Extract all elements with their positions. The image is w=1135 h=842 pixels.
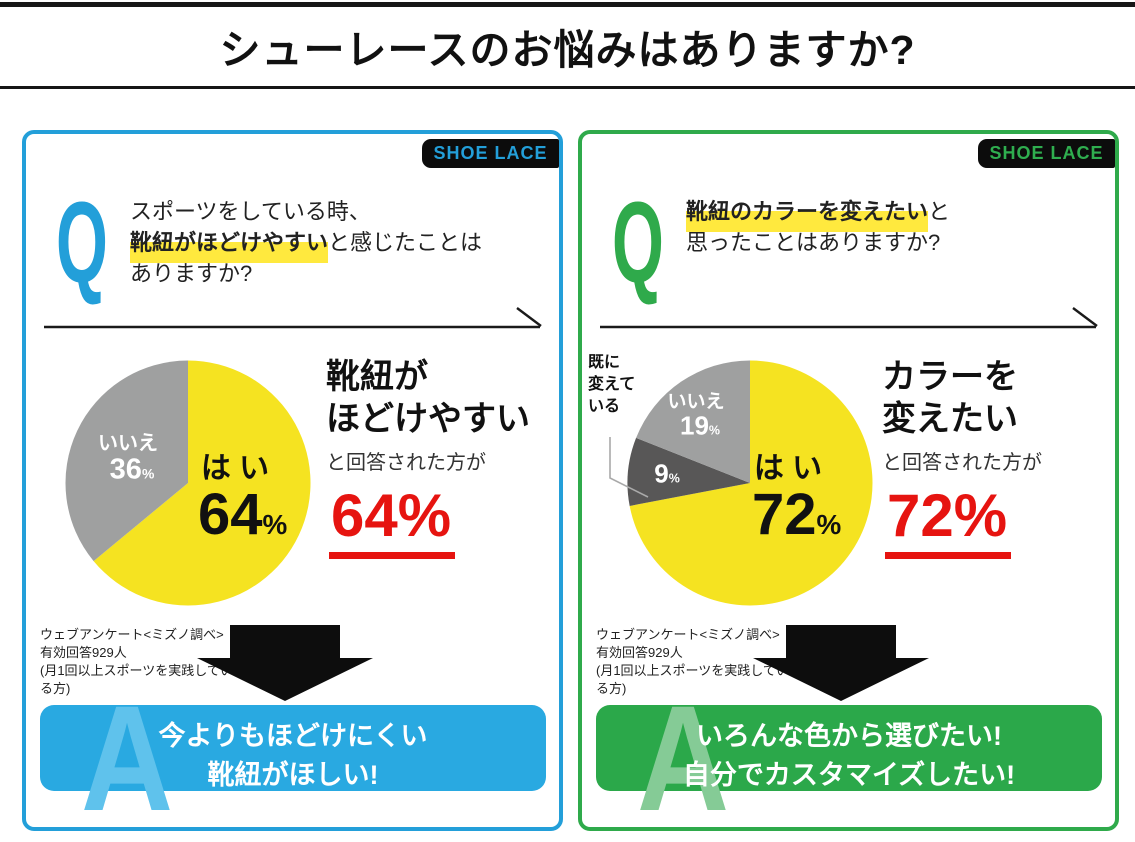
down-arrow-icon [753, 625, 929, 701]
answer-mark-letter: A [81, 674, 174, 842]
pie-label-no-value: 36% [109, 453, 155, 486]
pie-chart-untie [65, 360, 311, 606]
result-subtext: と回答された方が [326, 452, 486, 474]
result-percentage: 64% [329, 486, 456, 559]
survey-panel-lace-color: SHOE LACE Q 靴紐のカラーを変えたいと 思ったことはありますか? 既に … [578, 130, 1119, 842]
top-rule [0, 2, 1135, 7]
question-text: スポーツをしている時、 靴紐がほどけやすいと感じたことは ありますか? [130, 199, 483, 286]
pie-label-yes: は い [753, 452, 823, 485]
pie-label-yes-value: 64% [198, 482, 288, 547]
survey-footnote: ウェブアンケート<ミズノ調べ> 有効回答929人 (月1回以上スポーツを実践して… [40, 627, 233, 696]
pie-label-no-value: 19% [679, 410, 721, 441]
survey-panel-shoelace-untie: SHOE LACE Q スポーツをしている時、 靴紐がほどけやすいと感じたことはあ… [22, 130, 563, 842]
pie-label-no: いいえ [98, 432, 158, 455]
question-separator [600, 307, 1098, 329]
answer-text: いろんな色から選びたい! 自分でカスタマイズしたい! [682, 721, 1016, 790]
question-separator [44, 307, 542, 329]
pie-label-yes: は い [200, 452, 270, 485]
pie-label-already-value: 9% [654, 458, 680, 489]
question-mark-letter: Q [56, 179, 108, 307]
answer-text: 今よりもほどけにくい 靴紐がほしい! [158, 721, 428, 790]
result-heading: カラーを 変えたい [882, 358, 1018, 438]
pie-label-yes-value: 72% [752, 482, 842, 547]
shoe-lace-badge: SHOE LACE [422, 139, 559, 168]
pie-chart-color [627, 360, 873, 606]
page-title: シューレースのお悩みはありますか? [219, 27, 916, 73]
pie-label-no: いいえ [667, 391, 725, 413]
leader-line [609, 437, 649, 498]
answer-box [40, 705, 546, 791]
result-percentage: 72% [885, 486, 1012, 559]
result-subtext: と回答された方が [882, 452, 1042, 474]
result-heading: 靴紐が ほどけやすい [326, 358, 530, 438]
answer-mark-letter: A [637, 674, 730, 842]
shoe-lace-badge: SHOE LACE [978, 139, 1115, 168]
down-arrow-icon [197, 625, 373, 701]
pie-label-already-changed: 既に 変えて いる [588, 354, 636, 415]
survey-footnote: ウェブアンケート<ミズノ調べ> 有効回答929人 (月1回以上スポーツを実践して… [596, 627, 789, 696]
question-text: 靴紐のカラーを変えたいと 思ったことはありますか? [686, 199, 951, 255]
answer-box [596, 705, 1102, 791]
title-underline [0, 86, 1135, 89]
question-mark-letter: Q [612, 179, 664, 307]
